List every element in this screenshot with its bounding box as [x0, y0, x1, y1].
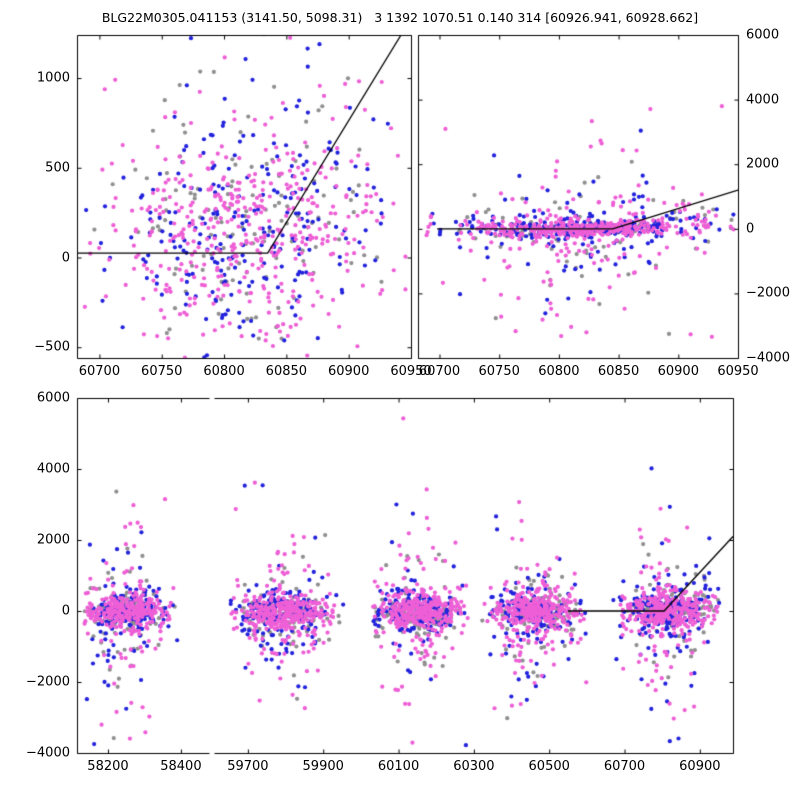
x-tick-label: 60900	[657, 364, 699, 379]
y-tick-label: 6000	[746, 27, 780, 43]
y-tick-label: 1000	[36, 70, 70, 86]
y-tick-label: −2000	[26, 674, 70, 690]
x-tick-label: 60800	[203, 364, 245, 379]
y-tick-label: 0	[61, 603, 70, 619]
y-tick-label: 6000	[36, 390, 70, 406]
y-tick-label: −4000	[746, 350, 790, 366]
figure-title: BLG22M0305.041153 (3141.50, 5098.31) 3 1…	[101, 10, 699, 25]
x-tick-label: 58200	[87, 759, 129, 774]
x-tick-label: 60800	[538, 364, 580, 379]
y-tick-label: 500	[45, 160, 70, 176]
x-tick-label: 60700	[78, 364, 121, 379]
y-tick-label: 0	[746, 221, 755, 237]
y-tick-label: −500	[34, 339, 70, 355]
y-tick-label: 4000	[36, 461, 70, 477]
y-tick-label: 2000	[36, 532, 70, 548]
x-tick-label: 60900	[327, 364, 370, 379]
x-tick-label: 60750	[478, 364, 520, 379]
y-tick-label: 4000	[746, 92, 780, 108]
x-tick-label: 60700	[603, 759, 646, 774]
x-tick-label: 60750	[141, 364, 183, 379]
x-tick-label: 60850	[597, 364, 640, 379]
x-tick-label: 60850	[265, 364, 308, 379]
x-tick-label: 60100	[377, 759, 420, 774]
x-tick-label: 60950	[390, 364, 432, 379]
x-tick-label: 58400	[160, 759, 202, 774]
x-tick-label: 59900	[302, 759, 344, 774]
y-tick-label: −2000	[746, 285, 790, 301]
x-tick-label: 60950	[717, 364, 759, 379]
x-tick-label: 60700	[418, 364, 461, 379]
x-tick-label: 60500	[528, 759, 570, 774]
x-tick-label: 59700	[227, 759, 269, 774]
y-tick-label: 0	[61, 250, 70, 265]
x-tick-label: 60300	[453, 759, 495, 774]
x-tick-label: 60900	[679, 759, 721, 774]
y-tick-label: 2000	[746, 156, 780, 172]
y-tick-label: −4000	[26, 745, 70, 761]
